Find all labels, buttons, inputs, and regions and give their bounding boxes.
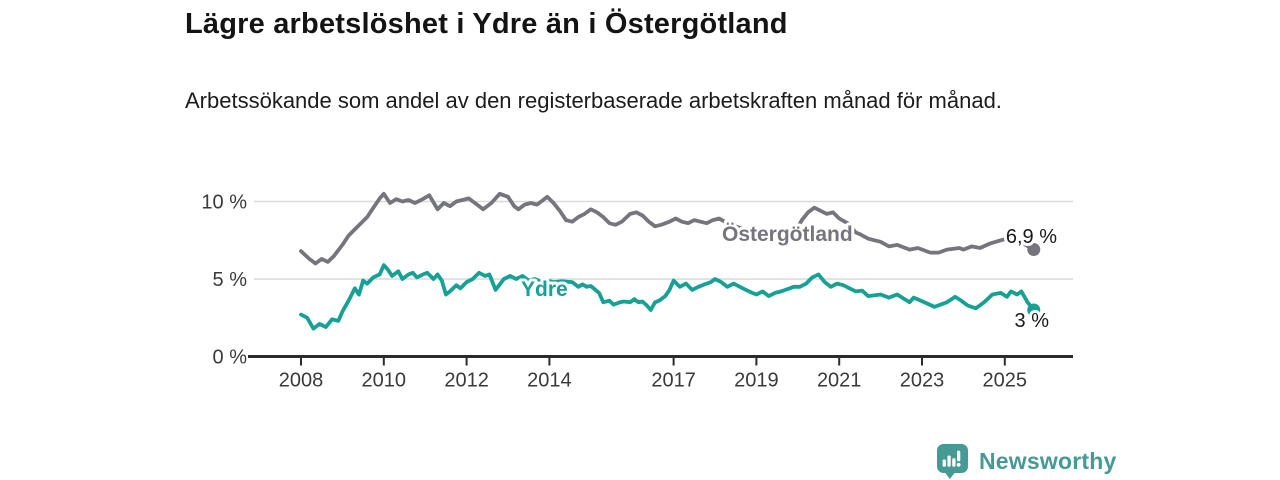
svg-text:5 %: 5 % [213, 269, 248, 291]
svg-text:Östergötland: Östergötland [722, 223, 853, 246]
svg-text:2010: 2010 [362, 370, 407, 392]
svg-text:2008: 2008 [279, 370, 324, 392]
svg-text:2012: 2012 [444, 370, 489, 392]
bar-chart-speech-bubble-icon [937, 444, 968, 479]
svg-text:Ydre: Ydre [521, 278, 568, 301]
brand-name: Newsworthy [979, 447, 1117, 474]
svg-text:2023: 2023 [900, 370, 945, 392]
chart-subtitle: Arbetssökande som andel av den registerb… [185, 88, 1002, 113]
svg-text:0 %: 0 % [213, 347, 248, 369]
svg-text:2019: 2019 [734, 370, 779, 392]
svg-text:2025: 2025 [983, 370, 1028, 392]
page-title: Lägre arbetslöshet i Ydre än i Östergötl… [185, 8, 788, 40]
svg-text:2014: 2014 [527, 370, 572, 392]
svg-text:6,9 %: 6,9 % [1006, 226, 1057, 248]
svg-text:2017: 2017 [651, 370, 696, 392]
svg-text:2021: 2021 [817, 370, 862, 392]
svg-text:3 %: 3 % [1015, 310, 1050, 332]
svg-text:10 %: 10 % [201, 192, 247, 214]
newsworthy-logo: Newsworthy [936, 443, 1116, 479]
